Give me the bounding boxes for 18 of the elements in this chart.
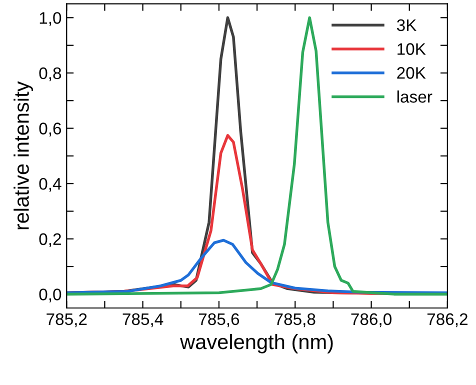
legend-label: 20K — [397, 67, 426, 79]
y-tick-label: 0,6 — [39, 122, 62, 136]
y-tick-label: 0,4 — [39, 178, 62, 192]
x-tick-label: 785,8 — [275, 313, 316, 328]
x-tick-label: 785,2 — [46, 313, 87, 328]
y-tick-label: 0,0 — [39, 288, 62, 302]
x-tick-label: 785,6 — [198, 313, 240, 328]
x-axis-title: wavelength (nm) — [180, 334, 333, 354]
x-tick-label: 786,0 — [351, 313, 392, 328]
x-tick-label: 785,4 — [122, 313, 164, 328]
legend-label: laser — [397, 90, 432, 103]
x-tick-label: 786,2 — [427, 313, 468, 328]
y-tick-label: 0,2 — [39, 233, 61, 248]
legend-label: 3K — [396, 19, 417, 32]
legend-label: 10K — [398, 43, 426, 55]
y-tick-label: 1,0 — [40, 12, 62, 26]
y-axis-title: relative intensity — [14, 81, 34, 230]
y-tick-label: 0,8 — [39, 67, 62, 82]
